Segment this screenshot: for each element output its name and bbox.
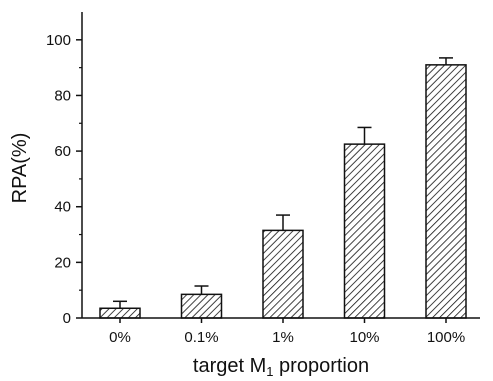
bar — [262, 229, 304, 319]
bar — [425, 64, 467, 319]
error-bars-layer — [113, 57, 453, 309]
y-tick-label: 80 — [54, 87, 71, 104]
axes — [81, 12, 480, 319]
x-tick-label: 0% — [109, 329, 131, 346]
bar — [180, 293, 223, 319]
y-ticks-layer: 0 20 40 60 80 100 — [46, 32, 82, 327]
y-tick-label: 40 — [54, 199, 71, 216]
x-ticks-layer: 0% 0.1% 1% 10% 100% — [109, 318, 465, 346]
x-tick-label: 10% — [349, 329, 379, 346]
x-axis-title: target M1 proportion — [193, 355, 369, 379]
y-tick-label: 60 — [54, 143, 71, 160]
x-tick-label: 1% — [272, 329, 294, 346]
y-axis-title: RPA(%) — [9, 133, 31, 204]
y-tick-label: 20 — [54, 254, 71, 271]
x-axis-title-suffix: proportion — [273, 355, 369, 377]
x-axis-title-subscript: 1 — [266, 364, 273, 379]
y-tick-label: 0 — [63, 310, 71, 327]
bar — [343, 143, 386, 319]
y-tick-label: 100 — [46, 32, 71, 49]
bars-layer — [99, 64, 467, 319]
bar — [99, 307, 141, 319]
x-tick-label: 100% — [427, 329, 465, 346]
x-axis-title-main: target M — [193, 355, 266, 377]
x-tick-label: 0.1% — [184, 329, 218, 346]
